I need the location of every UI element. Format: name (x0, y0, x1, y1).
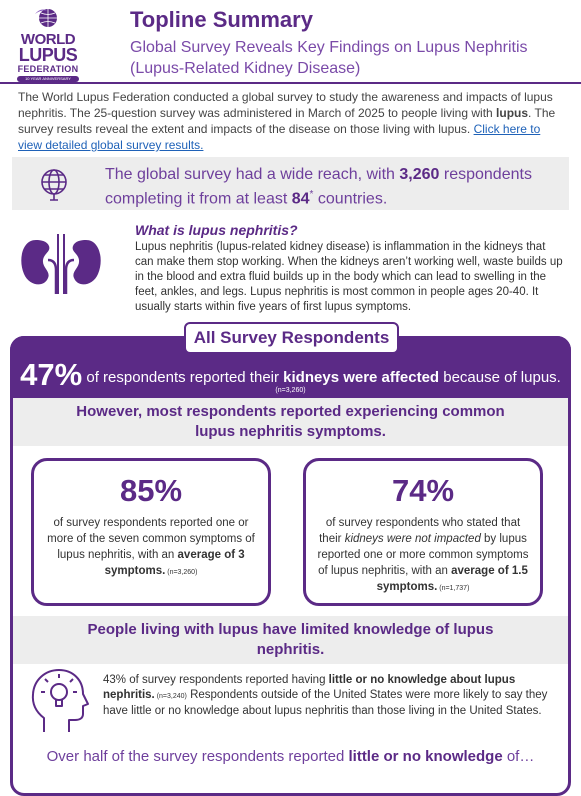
stat: 74% (391, 473, 455, 508)
text: by lupus reported one or more common sym… (317, 533, 529, 577)
text: of survey respondents who stated that th… (319, 517, 521, 545)
knowledge-text: 43% of survey respondents reported havin… (103, 673, 563, 719)
text: countries. (313, 190, 388, 208)
sample-size: (n=3,240) (154, 693, 187, 700)
title: Topline Summary (130, 7, 313, 32)
text: because of lupus. (439, 369, 561, 386)
stat: 47% (20, 357, 83, 392)
text: of survey respondents who stated that th… (306, 515, 540, 597)
text: The World Lupus Federation conducted a g… (18, 90, 553, 120)
header: WORLD LUPUS FEDERATION 10 YEAR ANNIVERSA… (0, 0, 581, 84)
text: of… (502, 748, 535, 765)
text: of survey respondents reported one or mo… (47, 517, 255, 561)
stat: 85% (119, 473, 183, 508)
text: respondents completing it from at least (105, 166, 532, 208)
text: kidneys were affected (283, 369, 440, 386)
logo-text: WORLD (20, 31, 76, 48)
sample-size: (n=3,260) (275, 387, 306, 394)
headline-stat: 47% of respondents reported their kidney… (10, 357, 571, 393)
text: lupus (496, 106, 529, 120)
text: average of 1.5 symptoms. (376, 565, 528, 593)
symptoms-band: However, most respondents reported exper… (13, 398, 568, 446)
logo-text: LUPUS (18, 45, 78, 65)
globe-icon (41, 169, 67, 201)
text: Respondents outside of the United States… (103, 689, 548, 717)
heading: People living with lupus have limited kn… (87, 621, 494, 658)
text: of respondents reported their (82, 369, 284, 386)
text: of survey respondents reported one or mo… (34, 515, 268, 581)
kidney-icon (21, 234, 101, 294)
reach-text: The global survey had a wide reach, with… (105, 165, 545, 209)
text: 3,260 (399, 166, 440, 183)
sample-size: (n=1,737) (437, 585, 470, 592)
knowledge-band: People living with lupus have limited kn… (13, 616, 568, 664)
text: * (309, 189, 314, 200)
head-icon (31, 669, 89, 732)
subtitle: Global Survey Reveals Key Findings on Lu… (130, 39, 528, 77)
body: Lupus nephritis (lupus-related kidney di… (135, 241, 563, 313)
text: average of 3 symptoms. (104, 549, 245, 577)
link[interactable]: Click here to view detailed global surve… (18, 122, 541, 152)
heading: However, most respondents reported exper… (76, 403, 505, 440)
text: 84 (291, 190, 310, 208)
heading: What is lupus nephritis? (135, 222, 298, 238)
logo-tagline: 10 YEAR ANNIVERSARY (17, 76, 79, 82)
logo-globe (35, 9, 57, 27)
intro: The World Lupus Federation conducted a g… (18, 89, 566, 153)
logo-text: FEDERATION (17, 64, 79, 74)
text: . The survey results reveal the extent a… (18, 106, 556, 136)
text: kidneys were not impacted (344, 533, 481, 545)
text: little or no knowledge about lupus nephr… (103, 674, 516, 701)
text: Over half of the survey respondents repo… (46, 748, 349, 765)
logo: WORLD LUPUS FEDERATION 10 YEAR ANNIVERSA… (6, 6, 90, 82)
text: 43% of survey respondents reported havin… (103, 674, 329, 686)
text: little or no knowledge (348, 748, 503, 765)
bottom-text: Over half of the survey respondents repo… (13, 748, 568, 765)
what-is: What is lupus nephritis? Lupus nephritis… (135, 222, 565, 315)
text: The global survey had a wide reach, with (105, 166, 400, 183)
reach-band: The global survey had a wide reach, with… (12, 157, 569, 210)
stat-card: 74% of survey respondents who stated tha… (303, 458, 543, 606)
stat-card: 85% of survey respondents reported one o… (31, 458, 271, 606)
section-tab: All Survey Respondents (184, 322, 399, 354)
sample-size: (n=3,260) (165, 569, 198, 576)
